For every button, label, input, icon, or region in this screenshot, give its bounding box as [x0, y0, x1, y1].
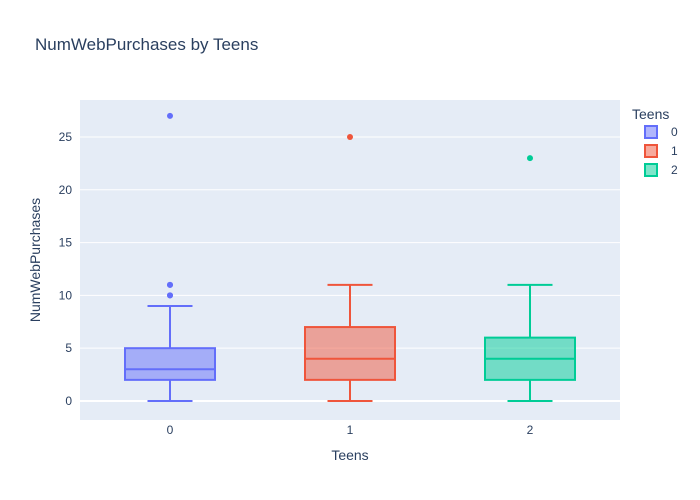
chart-title: NumWebPurchases by Teens [35, 35, 258, 54]
outlier-point [167, 112, 173, 119]
outlier-point [527, 155, 533, 162]
legend-label: 1 [671, 144, 678, 158]
legend-swatch [644, 125, 658, 139]
box-series-2 [484, 155, 576, 402]
box-series-0 [124, 112, 216, 402]
y-axis-ticks: 0 5 10 15 20 25 [59, 130, 73, 408]
legend-item-2[interactable]: 2 [644, 163, 678, 177]
x-axis-label: Teens [331, 447, 368, 463]
box-series-1 [304, 133, 396, 402]
y-tick-label: 20 [59, 183, 73, 197]
legend-item-1[interactable]: 1 [644, 144, 678, 158]
y-axis-label: NumWebPurchases [27, 198, 43, 322]
legend-items: 0 1 2 [644, 125, 678, 177]
x-tick-label: 2 [527, 423, 534, 437]
x-axis-ticks: 0 1 2 [167, 423, 534, 437]
y-tick-label: 5 [65, 341, 72, 355]
legend: Teens 0 1 2 [632, 106, 678, 177]
boxes [124, 112, 576, 402]
y-tick-label: 25 [59, 130, 73, 144]
outlier-point [167, 292, 173, 299]
legend-item-0[interactable]: 0 [644, 125, 678, 139]
legend-label: 0 [671, 125, 678, 139]
x-tick-label: 1 [347, 423, 354, 437]
y-tick-label: 10 [59, 288, 73, 302]
outlier-point [167, 281, 173, 288]
outlier-point [347, 133, 353, 140]
iqr-box [304, 326, 396, 381]
legend-swatch [644, 144, 658, 158]
y-tick-label: 15 [59, 236, 73, 250]
legend-label: 2 [671, 163, 678, 177]
legend-title: Teens [632, 106, 669, 122]
x-tick-label: 0 [167, 423, 174, 437]
iqr-box [124, 347, 216, 381]
y-tick-label: 0 [65, 394, 72, 408]
legend-swatch [644, 163, 658, 177]
